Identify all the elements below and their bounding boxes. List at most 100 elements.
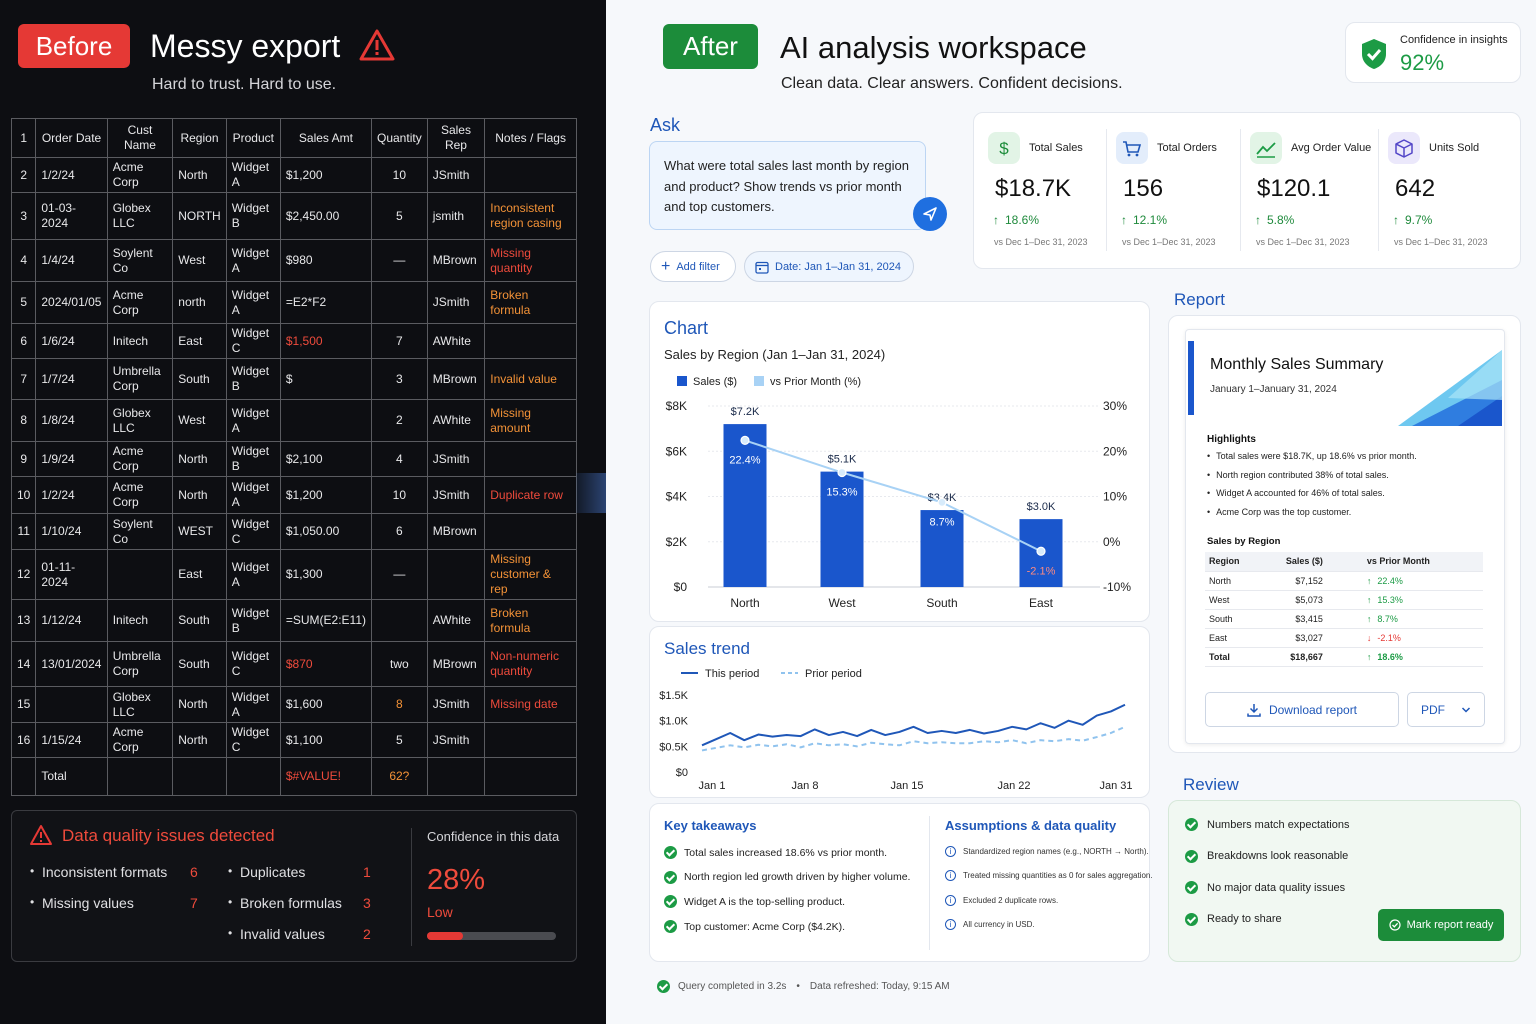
table-header-row: 1 Order Date Cust Name Region Product Sales A…: [10, 118, 577, 158]
table-cell: 8: [10, 399, 37, 442]
line-data-label: -2.1%: [1027, 565, 1056, 577]
confidence-bar: [427, 932, 556, 940]
table-cell: $1,500: [279, 323, 373, 359]
legend-label: Prior period: [805, 668, 862, 680]
region-cell: North: [1205, 571, 1262, 591]
dq-item: • Broken formulas 3: [228, 895, 372, 915]
table-cell: 10: [371, 476, 428, 514]
chart-legend: Sales ($) vs Prior Month (%): [677, 376, 861, 388]
x-tick: Jan 22: [997, 780, 1030, 792]
add-filter-button[interactable]: + Add filter: [650, 251, 736, 282]
kpi-change: ↑ 9.7%: [1393, 213, 1432, 227]
box-icon: [1388, 132, 1420, 164]
table-cell: [172, 757, 227, 796]
kpi-change: ↑ 5.8%: [1255, 213, 1294, 227]
table-cell: Widget A: [225, 239, 281, 282]
region-table: Region Sales ($) vs Prior Month North $7,152…: [1205, 552, 1483, 667]
table-cell: MBrown: [426, 358, 486, 400]
region-table-header-cell: Region: [1205, 552, 1262, 572]
kpi-divider: [1378, 129, 1379, 251]
sales-by-region-chart: Sales ($) vs Prior Month (%) $0 $2K $4K $6K $8…: [666, 376, 1131, 610]
dq-item-count: 6: [190, 864, 198, 880]
table-cell: Widget C: [225, 722, 281, 758]
table-cell: Widget B: [225, 599, 281, 642]
download-report-button[interactable]: Download report: [1205, 692, 1399, 727]
assumption-text: Treated missing quantities as 0 for sale…: [963, 871, 1153, 881]
change-cell: ↑ 8.7%: [1326, 609, 1483, 629]
takeaway-item: Top customer: Acme Corp ($4.2K).: [664, 920, 934, 934]
line-data-label: 8.7%: [929, 516, 954, 528]
table-cell: MBrown: [426, 641, 486, 687]
table-cell: [225, 757, 281, 796]
confidence-value: 28%: [427, 864, 486, 896]
date-filter-button[interactable]: Date: Jan 1–Jan 31, 2024: [744, 251, 914, 282]
x-tick-label: East: [1029, 596, 1054, 610]
table-cell: North: [172, 722, 227, 758]
table-cell: 1/6/24: [35, 323, 108, 359]
kpi-3: Units Sold 642 ↑ 9.7% vs Dec 1–Dec 31, 2023: [1388, 113, 1518, 263]
kpi-change-value: 9.7%: [1405, 213, 1433, 227]
table-cell: 3: [10, 192, 37, 240]
region-table-header-cell: Sales ($): [1261, 552, 1327, 572]
dq-item-count: 1: [363, 864, 371, 880]
y-tick-right: -10%: [1103, 580, 1131, 594]
change-value: -2.1%: [1377, 632, 1401, 643]
mark-report-ready-label: Mark report ready: [1406, 919, 1494, 931]
kpi-label: Total Orders: [1157, 142, 1217, 154]
table-cell: AWhite: [426, 399, 486, 442]
change-cell: ↑ 18.6%: [1326, 647, 1483, 667]
takeaway-item: North region led growth driven by higher…: [664, 870, 934, 884]
region-table-header-cell: vs Prior Month: [1326, 552, 1483, 572]
table-row: 10 1/2/24 Acme Corp North Widget A $1,200 10 JS…: [10, 476, 577, 514]
table-cell: [484, 757, 577, 796]
table-cell: Soylent Co: [106, 239, 174, 282]
ask-query-box[interactable]: What were total sales last month by regi…: [649, 141, 926, 230]
review-item: No major data quality issues: [1185, 881, 1345, 894]
table-cell: 16: [10, 722, 37, 758]
legend-label: vs Prior Month (%): [770, 376, 861, 388]
y-tick: $1.0K: [659, 716, 688, 728]
send-button[interactable]: [913, 197, 947, 231]
table-cell: AWhite: [426, 323, 486, 359]
table-cell: North: [172, 476, 227, 514]
check-circle-icon: [1388, 919, 1401, 931]
region-table-header: Region Sales ($) vs Prior Month: [1205, 552, 1483, 572]
table-cell: AWhite: [426, 599, 486, 642]
table-cell: $2,450.00: [279, 192, 373, 240]
bullet-icon: •: [30, 864, 35, 878]
assumption-text: Standardized region names (e.g., NORTH →…: [963, 847, 1149, 856]
change-value: 22.4%: [1377, 575, 1403, 586]
takeaway-text: Widget A is the top-selling product.: [684, 895, 846, 908]
footer-status: Query completed in 3.2s • Data refreshed…: [657, 980, 950, 993]
chart-card: Chart Sales by Region (Jan 1–Jan 31, 202…: [649, 301, 1150, 622]
table-cell: East: [172, 323, 227, 359]
arrow-down-icon: ↓: [1366, 632, 1372, 643]
dq-item-count: 7: [190, 895, 198, 911]
report-period: January 1–January 31, 2024: [1210, 384, 1337, 395]
prior-month-line: [744, 439, 1042, 553]
dq-item-label: Broken formulas: [240, 895, 342, 911]
format-select[interactable]: PDF: [1407, 692, 1485, 727]
assumption-item: i All currency in USD.: [945, 918, 1155, 930]
table-cell: 1/15/24: [35, 722, 108, 758]
table-cell: 7: [10, 358, 37, 400]
mark-report-ready-button[interactable]: Mark report ready: [1378, 909, 1504, 941]
table-cell: [106, 757, 174, 796]
table-cell: —: [371, 239, 428, 282]
table-cell: 7: [371, 323, 428, 359]
y-tick: $1.5K: [659, 690, 688, 702]
bar-west: [820, 471, 864, 587]
table-cell: Widget A: [225, 686, 281, 723]
kpi-change: ↑ 18.6%: [993, 213, 1039, 227]
highlight-item: • Acme Corp was the top customer.: [1207, 507, 1351, 517]
svg-text:$: $: [999, 139, 1009, 158]
table-cell: 15: [10, 686, 37, 723]
after-subtitle: Clean data. Clear answers. Confident dec…: [781, 75, 1123, 92]
bar-data-label: $5.1K: [828, 454, 857, 466]
table-cell: [484, 441, 577, 477]
table-cell: WEST: [172, 513, 227, 550]
bullet-icon: •: [30, 895, 35, 909]
table-cell: 12: [10, 549, 37, 600]
table-cell: North: [172, 686, 227, 723]
review-item: Breakdowns look reasonable: [1185, 849, 1348, 863]
